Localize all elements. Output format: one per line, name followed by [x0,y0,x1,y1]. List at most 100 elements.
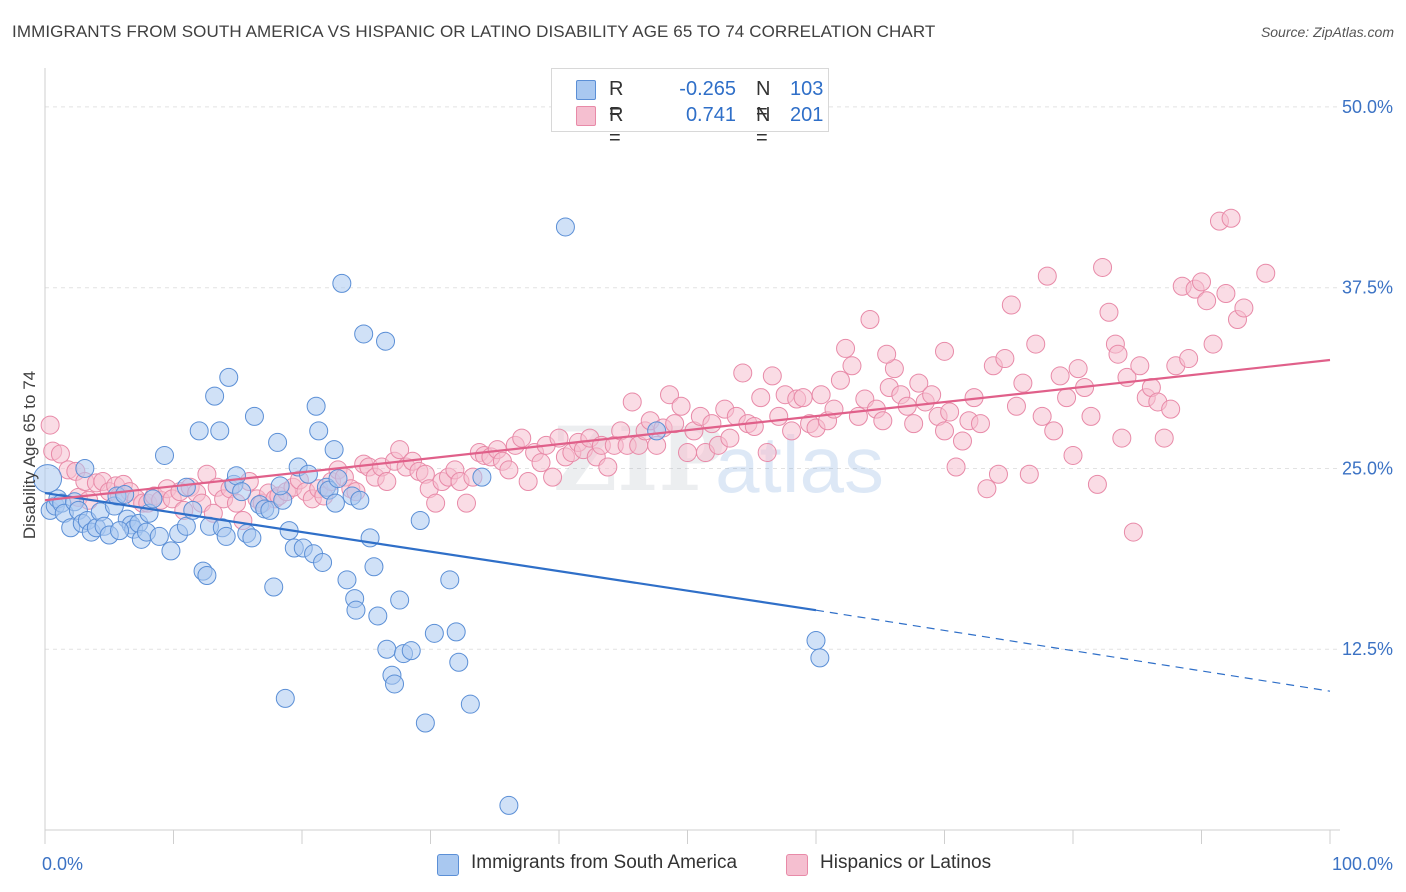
data-point-hispanics [830,370,850,390]
data-point-immigrants [155,445,175,465]
data-point-immigrants [176,477,196,497]
data-point-immigrants [275,688,295,708]
data-point-hispanics [1112,428,1132,448]
legend-r-label: R = [609,78,624,123]
data-point-immigrants [377,639,397,659]
data-point-hispanics [1161,399,1181,419]
data-point-hispanics [1123,522,1143,542]
data-point-hispanics [1130,356,1150,376]
data-point-hispanics [744,417,764,437]
legend-n-label: N = [756,104,771,149]
legend-r-label: R = [609,104,624,149]
data-point-immigrants [216,526,236,546]
data-point-hispanics [1108,344,1128,364]
data-point-hispanics [390,440,410,460]
data-point-immigrants [350,490,370,510]
data-point-hispanics [1050,366,1070,386]
data-point-hispanics [1234,298,1254,318]
data-point-hispanics [1192,272,1211,292]
data-point-immigrants [298,464,318,484]
y-tick-label: 12.5% [1342,639,1393,659]
data-point-hispanics [426,493,446,513]
data-point-immigrants [401,641,421,661]
legend-swatch-blue [576,80,596,100]
data-point-hispanics [671,396,691,416]
legend-r-value: -0.265 [679,78,736,100]
correlation-legend: R = -0.265 N = 103 R = 0.741 N = 201 [551,68,829,149]
data-point-hispanics [995,349,1015,369]
data-point-immigrants [328,469,348,489]
data-point-hispanics [1006,396,1026,416]
trend-line-immigrants [44,491,817,612]
chart-title: IMMIGRANTS FROM SOUTH AMERICA VS HISPANI… [12,22,936,41]
data-point-hispanics [1032,406,1052,426]
bottom-legend-swatch-pink [786,854,808,876]
data-point-immigrants [313,552,333,572]
data-point-immigrants [264,577,284,597]
data-point-immigrants [410,511,430,531]
data-point-immigrants [306,396,326,416]
data-point-hispanics [1256,263,1276,283]
data-point-immigrants [309,421,329,441]
data-point-hispanics [733,363,753,383]
data-point-immigrants [110,521,130,541]
bottom-legend-label: Immigrants from South America [471,852,738,873]
data-point-immigrants [460,694,480,714]
data-point-immigrants [810,648,830,668]
data-point-hispanics [1087,474,1107,494]
data-point-immigrants [270,476,290,496]
data-point-hispanics [622,392,642,412]
data-point-immigrants [415,713,435,733]
data-point-hispanics [456,493,476,513]
x-tick-label: 100.0% [1332,854,1393,874]
data-point-hispanics [946,457,966,477]
data-point-hispanics [769,406,789,426]
data-point-hispanics [873,411,893,431]
legend-r-value: 0.741 [685,104,736,126]
trend-line-hispanics [44,358,1331,502]
data-point-immigrants [143,489,163,509]
data-point-immigrants [197,565,217,585]
data-point-immigrants [424,623,444,643]
data-point-immigrants [499,795,519,815]
x-tick-labels: 0.0% 100.0% [42,854,1393,874]
data-point-immigrants [806,631,826,651]
data-point-hispanics [1019,464,1039,484]
legend-n-value: 103 [790,78,824,100]
y-tick-label: 50.0% [1342,97,1393,117]
data-point-hispanics [977,479,997,499]
data-point-hispanics [1037,266,1057,286]
trend-lines [44,358,1331,692]
data-point-immigrants [449,652,469,672]
data-point-hispanics [1197,291,1217,311]
y-axis-label: Disability Age 65 to 74 [20,371,39,539]
data-point-hispanics [1044,421,1064,441]
y-tick-label: 37.5% [1342,278,1393,298]
trend-line-immigrants-projection [815,609,1331,692]
data-point-immigrants [268,432,288,452]
data-point-hispanics [40,415,60,435]
data-point-immigrants [647,421,667,441]
data-point-hispanics [1057,388,1077,408]
source-label: Source: ZipAtlas.com [1260,24,1394,40]
legend-n-label: N = [756,78,771,123]
data-point-immigrants [232,482,252,502]
bottom-legend-label: Hispanics or Latinos [820,852,992,873]
data-point-hispanics [1221,208,1241,228]
data-point-hispanics [877,344,897,364]
data-point-hispanics [751,388,771,408]
data-point-immigrants [189,421,209,441]
data-point-hispanics [50,444,70,464]
data-point-immigrants [115,484,135,504]
data-point-immigrants [75,458,95,478]
data-point-hispanics [678,443,697,463]
series-immigrants-points [33,217,830,815]
data-point-hispanics [1216,283,1236,303]
data-point-immigrants [346,600,366,620]
y-tick-labels: 12.5% 25.0% 37.5% 50.0% [1342,97,1393,659]
data-point-hispanics [1063,445,1083,465]
data-point-hispanics [757,443,777,463]
data-point-hispanics [935,421,954,441]
x-tick-label: 0.0% [42,854,83,874]
data-point-hispanics [377,471,397,491]
